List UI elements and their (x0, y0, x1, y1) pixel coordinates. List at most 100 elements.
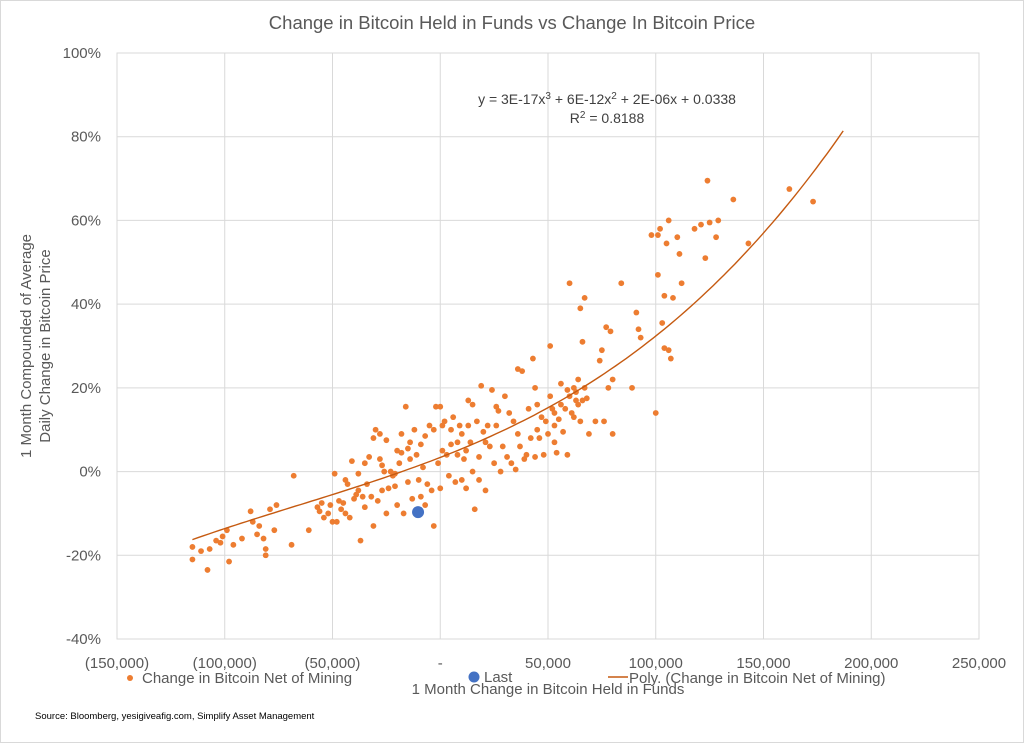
data-point (657, 225, 663, 232)
data-point (400, 510, 407, 517)
data-point (495, 407, 502, 414)
data-point (618, 280, 625, 287)
data-point (465, 397, 472, 404)
legend-item-series[interactable]: Change in Bitcoin Net of Mining (127, 670, 352, 687)
trendline-equation: y = 3E-17x3 + 6E-12x2 + 2E-06x + 0.0338 (478, 91, 736, 107)
data-point (448, 441, 454, 448)
legend-item-last[interactable]: Last (468, 669, 514, 686)
x-tick-label: 50,000 (525, 655, 571, 672)
data-point (577, 418, 584, 425)
data-point (426, 422, 433, 429)
data-point (633, 309, 640, 316)
data-point (288, 541, 295, 548)
data-point (273, 502, 280, 508)
y-axis-title: 1 Month Compounded of Average Daily Chan… (18, 234, 54, 458)
data-point (607, 328, 614, 335)
data-point (402, 403, 409, 410)
data-point (405, 445, 411, 452)
data-point (439, 422, 446, 429)
data-point (527, 435, 534, 441)
data-point (456, 422, 463, 429)
data-point (327, 502, 334, 508)
data-point (467, 439, 474, 446)
data-point (430, 523, 437, 529)
data-point (532, 384, 538, 391)
data-point (542, 418, 549, 425)
data-point (670, 294, 676, 301)
data-point (452, 479, 459, 485)
data-point (254, 531, 260, 538)
data-point (262, 546, 269, 552)
data-point (508, 460, 515, 467)
data-point (394, 502, 401, 508)
x-tick-label: (50,000) (305, 655, 361, 672)
data-point (458, 477, 465, 483)
y-axis-ticks: 100% 80% 60% 40% 20% 0% -20% -40% (63, 45, 101, 648)
x-tick-label: (100,000) (193, 655, 257, 672)
data-point (413, 451, 420, 458)
legend-item-trend[interactable]: Poly. (Change in Bitcoin Net of Mining) (608, 670, 886, 687)
data-point (609, 376, 616, 383)
data-point (471, 506, 478, 513)
data-point (357, 537, 364, 544)
y-tick-label: 60% (71, 212, 101, 229)
data-point (204, 567, 211, 573)
data-point (499, 443, 506, 450)
data-point (530, 355, 536, 362)
data-point (583, 395, 590, 402)
data-point (361, 504, 368, 511)
data-point (424, 481, 431, 488)
y-tick-label: -40% (66, 631, 101, 648)
data-point (605, 384, 612, 391)
data-point (601, 418, 607, 425)
data-point (454, 439, 461, 446)
data-point (458, 431, 465, 437)
x-axis-ticks: (150,000) (100,000) (50,000) - 50,000 100,000… (85, 655, 1006, 672)
data-point (290, 472, 297, 479)
data-point (504, 454, 510, 460)
data-point (586, 431, 592, 437)
data-point (514, 431, 521, 437)
data-point (230, 541, 237, 548)
legend-trend-label: Poly. (Change in Bitcoin Net of Mining) (629, 670, 886, 687)
data-point (545, 431, 551, 437)
data-point (655, 232, 661, 238)
data-point (407, 439, 413, 446)
data-point (206, 546, 213, 552)
x-tick-label: 100,000 (629, 655, 683, 672)
y-tick-label: 100% (63, 45, 101, 62)
data-point (377, 431, 383, 437)
y-axis-title-line-1: 1 Month Compounded of Average (18, 234, 35, 458)
data-point (553, 449, 560, 456)
data-point (213, 537, 220, 544)
data-point (398, 449, 405, 456)
data-point (517, 443, 523, 450)
data-point (359, 493, 366, 500)
data-point (469, 468, 476, 475)
data-point (405, 479, 411, 485)
data-point (482, 487, 489, 494)
data-point (491, 460, 498, 467)
data-point (476, 477, 482, 483)
data-point (538, 414, 545, 421)
data-point (547, 393, 554, 400)
data-point (428, 487, 435, 494)
data-point (555, 416, 562, 423)
data-point (454, 451, 461, 458)
data-point (256, 523, 263, 529)
y-tick-label: -20% (66, 547, 101, 564)
data-point (247, 508, 254, 515)
data-point (415, 477, 422, 483)
data-point (435, 460, 441, 467)
trendline (192, 130, 844, 541)
data-point (342, 510, 349, 517)
data-point (523, 451, 530, 458)
data-point (342, 477, 349, 483)
data-point (579, 338, 586, 345)
data-point (676, 251, 683, 257)
data-point (635, 326, 642, 333)
data-point (609, 431, 616, 437)
data-point (655, 271, 661, 278)
data-point (551, 422, 558, 429)
series-points (189, 177, 816, 573)
